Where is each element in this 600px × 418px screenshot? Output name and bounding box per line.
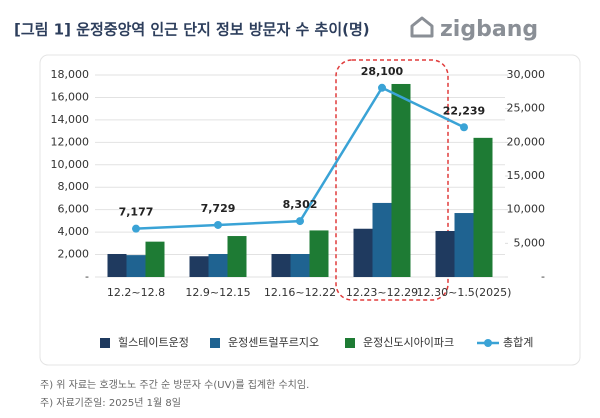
y-tick-label: 2,000 — [58, 248, 90, 261]
y2-tick-label: 15,000 — [507, 169, 546, 182]
y-tick-label: 14,000 — [51, 113, 90, 126]
bar — [208, 253, 228, 277]
bar — [353, 228, 373, 277]
chart-title: [그림 1] 운정중앙역 인근 단지 정보 방문자 수 추이(명) — [14, 21, 370, 39]
legend-label: 총합계 — [503, 336, 533, 349]
note: 주) 자료기준일: 2025년 1월 8일 — [40, 397, 181, 409]
legend-label: 운정센트럴푸르지오 — [228, 336, 319, 349]
x-tick-label: 12.2~12.8 — [107, 286, 165, 299]
bar — [107, 253, 127, 277]
legend-label: 운정신도시아이파크 — [363, 336, 454, 349]
bar — [189, 256, 209, 277]
highlight-box — [335, 59, 449, 301]
bar — [290, 253, 310, 277]
bar — [435, 230, 455, 277]
line-point — [132, 224, 140, 233]
y-tick-label: 4,000 — [58, 225, 90, 238]
line-point — [214, 220, 222, 229]
bar — [391, 83, 411, 277]
y2-tick-label: 30,000 — [507, 68, 546, 81]
y-tick-label: 18,000 — [51, 68, 90, 81]
bar — [473, 137, 493, 277]
x-tick-label: 12.16~12.22 — [264, 286, 336, 299]
y2-tick-label: 20,000 — [507, 135, 546, 148]
value-label: 28,100 — [361, 65, 404, 78]
bar — [126, 255, 146, 277]
legend-swatch — [100, 338, 110, 348]
y-tick-label: - — [85, 270, 89, 283]
y-tick-label: 10,000 — [51, 158, 90, 171]
x-tick-label: 12.30~1.5(2025) — [417, 286, 512, 299]
line-point — [460, 123, 468, 132]
y-tick-label: 6,000 — [58, 203, 90, 216]
bar — [227, 236, 247, 277]
bar — [454, 213, 474, 277]
y2-tick-label: 5,000 — [514, 236, 546, 249]
bar — [271, 253, 291, 277]
legend-dot — [484, 339, 492, 347]
y-tick-label: 16,000 — [51, 90, 90, 103]
logo-icon — [410, 16, 434, 38]
line-point — [378, 83, 386, 92]
note: 주) 위 자료는 호갱노노 주간 순 방문자 수(UV)를 집계한 수치임. — [40, 378, 309, 391]
chart-frame — [39, 54, 581, 366]
x-tick-label: 12.23~12.29 — [346, 286, 418, 299]
value-label: 7,729 — [201, 202, 236, 215]
y-tick-label: 12,000 — [51, 135, 90, 148]
y2-tick-label: - — [541, 270, 545, 283]
bar — [372, 202, 392, 277]
bar — [309, 230, 329, 277]
y2-tick-label: 25,000 — [507, 102, 546, 115]
value-label: 7,177 — [119, 206, 154, 219]
legend-label: 힐스테이트운정 — [118, 336, 189, 349]
bar — [145, 241, 165, 277]
legend-swatch — [210, 338, 220, 348]
y-tick-label: 8,000 — [58, 180, 90, 193]
logo: zigbang — [440, 17, 538, 42]
value-label: 22,239 — [443, 104, 485, 117]
line-point — [296, 217, 304, 226]
x-tick-label: 12.9~12.15 — [185, 286, 250, 299]
value-label: 8,302 — [283, 198, 318, 211]
legend-swatch — [345, 338, 355, 348]
y2-tick-label: 10,000 — [507, 203, 546, 216]
